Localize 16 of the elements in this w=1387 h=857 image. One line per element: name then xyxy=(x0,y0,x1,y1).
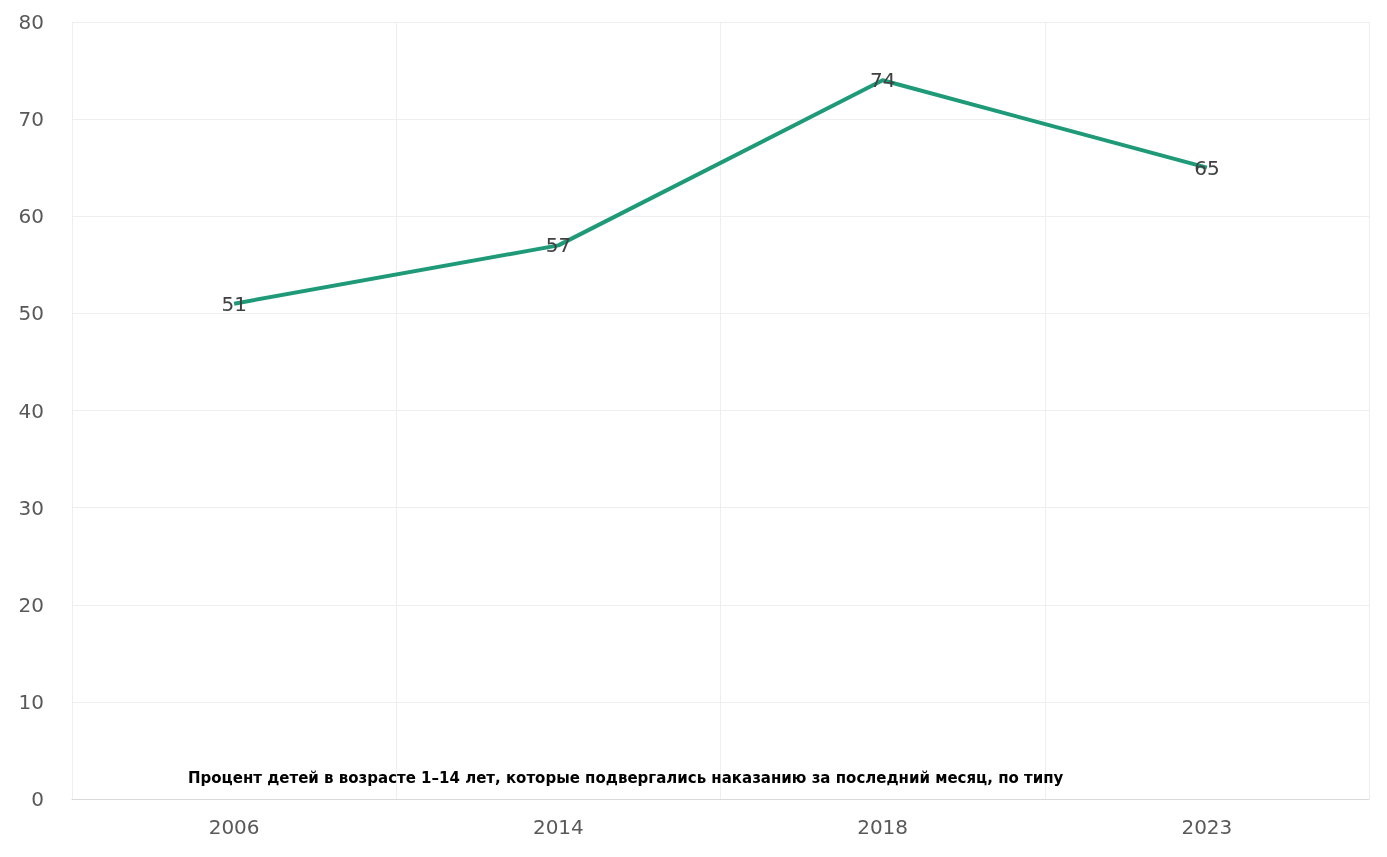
y-tick-label: 0 xyxy=(31,787,44,811)
x-tick-label: 2023 xyxy=(1181,815,1233,839)
text: Процент детей в возрасте 1–14 лет, которые подвергались наказанию за последний месяц, по типу xyxy=(188,768,1064,787)
y-tick-label: 50 xyxy=(18,301,44,326)
y-tick-label: 30 xyxy=(18,495,44,520)
x-tick-label: 2018 xyxy=(857,815,909,839)
y-tick-label: 80 xyxy=(18,10,44,34)
x-tick-label: 2006 xyxy=(208,815,260,839)
y-tick-label: 60 xyxy=(18,204,44,229)
data-label: 51 xyxy=(221,291,247,316)
y-tick-label: 20 xyxy=(18,592,44,617)
y-tick-label: 10 xyxy=(18,689,44,714)
x-tick-label: 2014 xyxy=(532,815,584,839)
data-label: 65 xyxy=(1194,155,1220,180)
y-tick-label: 40 xyxy=(18,398,44,423)
y-tick-label: 70 xyxy=(18,107,44,132)
